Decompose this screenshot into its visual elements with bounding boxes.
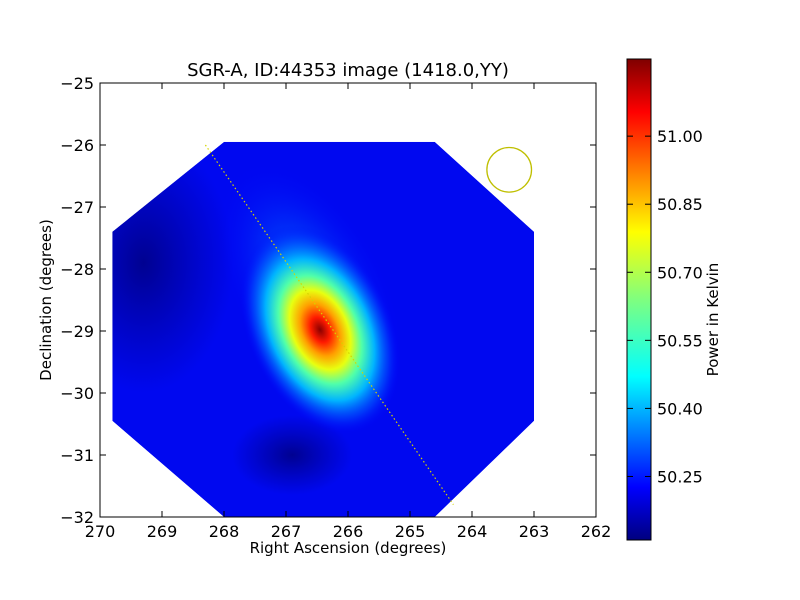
x-tick-label: 269: [147, 522, 178, 541]
x-axis-label: Right Ascension (degrees): [250, 539, 447, 557]
low-power-region: [112, 141, 234, 393]
x-tick-label: 266: [333, 522, 364, 541]
colorbar-label: Power in Kelvin: [704, 263, 722, 377]
x-tick-label: 268: [209, 522, 240, 541]
colorbar-tick-label: 50.25: [657, 467, 703, 486]
colorbar-tick-label: 50.85: [657, 195, 703, 214]
x-tick-label: 263: [519, 522, 550, 541]
beam-circle: [486, 146, 533, 193]
y-tick-label: −26: [60, 136, 94, 155]
x-tick-label: 270: [85, 522, 116, 541]
x-tick-label: 265: [395, 522, 426, 541]
colorbar: [626, 58, 652, 541]
low-power-region-bottom: [232, 415, 353, 495]
x-tick-label: 264: [457, 522, 488, 541]
x-tick-label: 262: [581, 522, 612, 541]
colorbar-tick-label: 51.00: [657, 127, 703, 146]
colorbar-ticks: 50.25 50.40 50.55 50.70 50.85 51.00: [627, 127, 703, 486]
y-tick-label: −31: [60, 446, 94, 465]
emission-peak: [239, 225, 401, 435]
colorbar-tick-label: 50.70: [657, 263, 703, 282]
x-tick-label: 267: [271, 522, 302, 541]
chart-title: SGR-A, ID:44353 image (1418.0,YY): [187, 60, 509, 81]
x-axis: 270 269 268 267 266 265 264 263 262: [85, 83, 612, 541]
y-tick-label: −28: [60, 260, 94, 279]
galactic-plane-line: [204, 144, 454, 505]
colorbar-tick-label: 50.55: [657, 331, 703, 350]
y-tick-label: −30: [60, 384, 94, 403]
heatmap-image: [112, 141, 535, 517]
y-tick-label: −29: [60, 322, 94, 341]
y-tick-label: −32: [60, 508, 94, 527]
y-tick-label: −27: [60, 198, 94, 217]
y-axis-label: Declination (degrees): [37, 219, 55, 381]
colorbar-tick-label: 50.40: [657, 399, 703, 418]
y-tick-label: −25: [60, 74, 94, 93]
y-axis: −25 −26 −27 −28 −29 −30 −31 −32: [60, 74, 596, 527]
